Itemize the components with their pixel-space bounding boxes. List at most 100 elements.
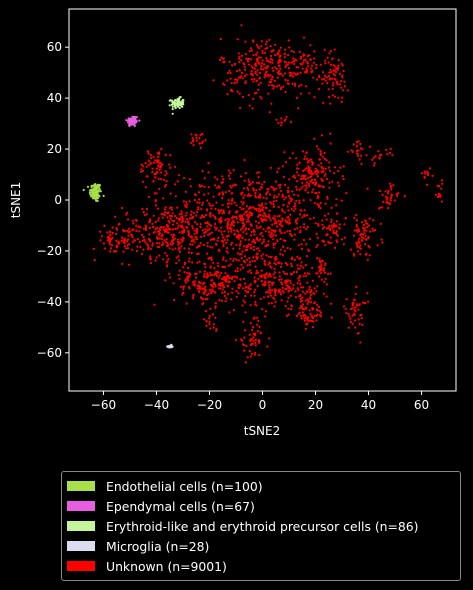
data-point: [297, 267, 300, 270]
data-point: [330, 63, 333, 66]
data-point: [355, 213, 358, 217]
data-point: [261, 49, 264, 53]
data-point: [286, 272, 289, 275]
plot-area: [68, 8, 457, 392]
data-point: [304, 327, 307, 330]
data-point: [299, 264, 302, 267]
legend-label: Ependymal cells (n=67): [106, 498, 255, 514]
data-point: [172, 233, 175, 236]
data-point: [223, 286, 226, 289]
data-point: [319, 267, 323, 270]
data-point: [296, 217, 299, 220]
data-point: [263, 51, 267, 54]
data-point: [302, 313, 306, 316]
data-point: [147, 238, 151, 241]
data-point: [287, 296, 290, 299]
data-point: [359, 142, 362, 146]
data-point: [115, 228, 119, 231]
data-point: [276, 215, 279, 218]
data-point: [157, 233, 160, 236]
data-point: [330, 220, 333, 223]
data-point: [381, 193, 384, 196]
data-point: [316, 194, 319, 197]
data-point: [218, 299, 221, 302]
x-tick-label: 60: [414, 398, 429, 412]
data-point: [290, 120, 293, 124]
data-point: [254, 338, 257, 342]
data-point: [163, 208, 166, 211]
data-point: [372, 156, 376, 159]
data-point: [213, 176, 216, 179]
data-point: [209, 327, 212, 330]
data-point: [236, 267, 239, 270]
data-point: [241, 304, 244, 307]
data-point: [330, 241, 333, 244]
data-point: [341, 76, 344, 79]
data-point: [293, 62, 296, 65]
data-point: [237, 286, 241, 289]
data-point: [229, 257, 232, 260]
data-point: [285, 314, 289, 317]
data-point: [299, 71, 302, 74]
data-point: [352, 234, 356, 237]
data-point: [300, 187, 303, 190]
data-point: [115, 246, 118, 249]
data-point: [316, 175, 319, 178]
data-point: [171, 248, 174, 251]
data-point: [315, 145, 318, 148]
data-point: [223, 238, 226, 241]
data-point: [192, 138, 195, 141]
data-point: [277, 289, 280, 292]
data-point: [297, 312, 300, 315]
data-point: [169, 242, 172, 245]
data-point: [367, 224, 371, 227]
data-point: [325, 159, 328, 162]
data-point: [178, 96, 181, 99]
data-point: [347, 313, 350, 316]
data-point: [288, 178, 291, 181]
data-point: [239, 206, 242, 209]
data-point: [252, 206, 255, 209]
data-point: [235, 204, 238, 207]
data-point: [268, 337, 271, 340]
data-point: [233, 275, 236, 278]
data-point: [272, 200, 275, 203]
data-point: [277, 261, 280, 264]
data-point: [253, 67, 256, 70]
data-point: [336, 212, 339, 215]
data-point: [280, 121, 283, 124]
data-point: [252, 80, 255, 83]
data-point: [330, 77, 334, 80]
data-point: [170, 103, 173, 106]
data-point: [321, 155, 324, 158]
legend-label: Unknown (n=9001): [106, 558, 227, 574]
data-point: [385, 148, 388, 151]
data-point: [396, 194, 399, 197]
data-point: [142, 211, 145, 214]
data-point: [254, 351, 257, 354]
data-point: [304, 323, 308, 326]
data-point: [257, 207, 260, 210]
data-point: [188, 272, 191, 275]
data-point: [293, 228, 296, 231]
data-point: [250, 230, 253, 233]
data-point: [284, 64, 288, 67]
data-point: [335, 67, 338, 70]
data-point: [182, 237, 185, 240]
series-0: [82, 183, 105, 202]
data-point: [384, 190, 387, 193]
data-point: [91, 188, 94, 191]
data-point: [272, 233, 275, 236]
data-point: [345, 312, 348, 315]
data-point: [158, 237, 161, 240]
legend-swatch: [67, 561, 95, 571]
data-point: [278, 228, 281, 231]
data-point: [252, 239, 255, 242]
data-point: [323, 271, 327, 274]
data-point: [252, 54, 255, 57]
data-point: [246, 264, 249, 267]
data-point: [308, 92, 311, 95]
data-point: [220, 219, 223, 222]
data-point: [256, 330, 259, 333]
data-point: [275, 67, 278, 70]
